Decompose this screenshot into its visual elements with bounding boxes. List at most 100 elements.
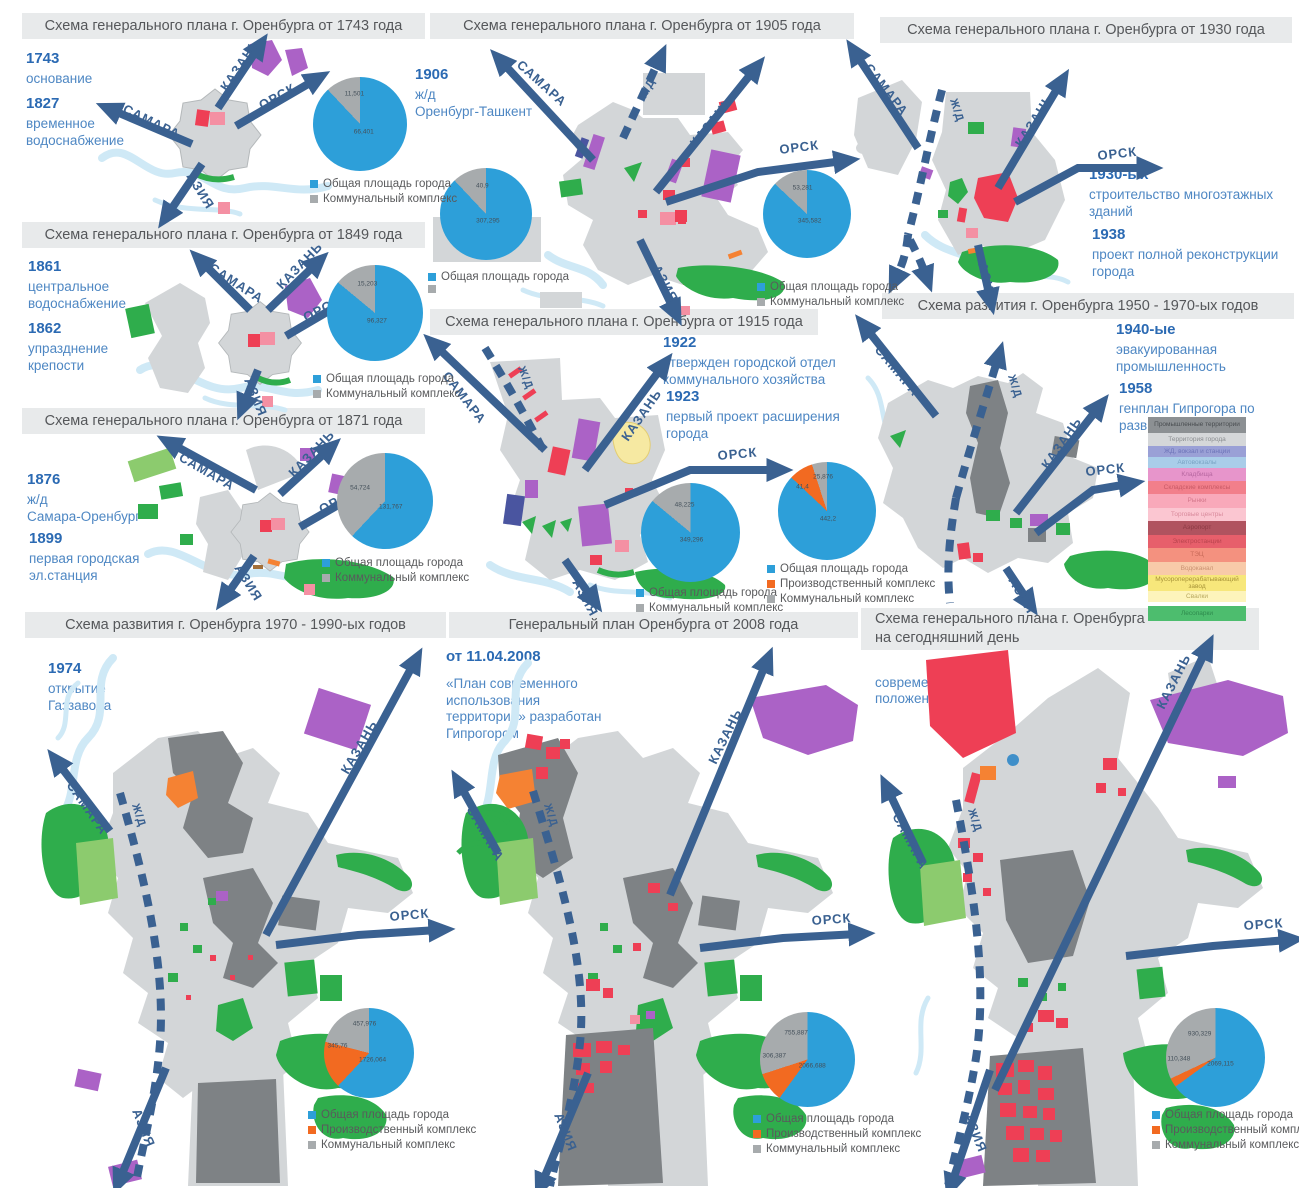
event-year: 1940-ые — [1116, 321, 1176, 338]
pie-value: 1726,064 — [359, 1056, 387, 1064]
legend-swatch — [753, 1130, 761, 1139]
legend-label: Общая площадь города — [780, 563, 909, 575]
panel-title-1905: Схема генерального плана г. Оренбурга от… — [430, 13, 854, 39]
pie-legend-1906: Общая площадь города — [428, 270, 569, 293]
event-1876: 1876 ж/д Самара-Оренбург — [27, 471, 187, 525]
legend-label: Производственный комплекс — [321, 1123, 477, 1136]
legend-swatch — [322, 574, 330, 583]
zone-row: ЖД, вокзал и станции — [1148, 446, 1246, 457]
event-year: 1899 — [29, 530, 63, 547]
event-text: эвакуированная промышленность — [1116, 342, 1226, 374]
event-year: 1906 — [415, 66, 449, 83]
event-text: первый проект расширения города — [666, 409, 840, 441]
event-1899: 1899 первая городская эл.станция — [29, 530, 189, 584]
pie-legend-1743: Общая площадь города Коммунальный компле… — [310, 177, 457, 207]
pie-value: 131,767 — [379, 503, 403, 511]
pie-value: 2066,688 — [798, 1062, 826, 1070]
event-1923: 1923 первый проект расширения города — [666, 388, 846, 442]
zone-row: Кладбища — [1148, 468, 1246, 481]
event-year: 1862 — [28, 320, 62, 337]
legend-swatch — [308, 1111, 316, 1120]
pie-value: 930,329 — [1187, 1030, 1212, 1038]
panel-title-1915: Схема генерального плана г. Оренбурга от… — [430, 309, 818, 335]
pie-value: 48,225 — [674, 501, 695, 509]
zone-row: Территория города — [1148, 433, 1246, 446]
legend-swatch — [767, 565, 775, 574]
pie-1849: 15,203 96,327 — [327, 265, 423, 361]
pie-1915: 48,225 349,296 — [641, 483, 740, 582]
pie-today: 930,329 110,348 2069,115 — [1166, 1008, 1265, 1107]
legend-swatch — [308, 1141, 316, 1150]
arrow-label-orsk: ОРСК — [1085, 460, 1126, 479]
legend-label: Производственный комплекс — [766, 1127, 922, 1140]
event-year: 1958 — [1119, 380, 1153, 397]
legend-swatch — [313, 375, 321, 384]
legend-swatch — [1152, 1141, 1160, 1150]
panel-title-1743: Схема генерального плана г. Оренбурга от… — [22, 13, 425, 39]
pie-legend-1970-1990: Общая площадь города Производственный ко… — [308, 1108, 476, 1153]
map-1930: САМАРА Ж/Д КАЗАНЬ ОРСК АЗИЯ — [846, 39, 1164, 316]
pie-value: 54,724 — [350, 484, 370, 492]
pie-value: 306,387 — [762, 1052, 787, 1060]
pie-legend-1930: Общая площадь города Коммунальный компле… — [757, 280, 904, 310]
zone-row: ТЭЦ — [1148, 548, 1246, 562]
legend-label: Общая площадь города — [441, 271, 570, 283]
pie-value: 96,327 — [366, 317, 387, 325]
panel-title-1849: Схема генерального плана г. Оренбурга от… — [22, 222, 425, 248]
event-2008: от 11.04.2008 «План современного использ… — [446, 648, 611, 742]
event-year: 1876 — [27, 471, 61, 488]
pie-value: 66,401 — [353, 128, 374, 136]
arrow-label-orsk: ОРСК — [811, 910, 852, 928]
legend-label: Общая площадь города — [323, 178, 452, 190]
pie-value: 2069,115 — [1207, 1060, 1234, 1068]
event-year: 1938 — [1092, 226, 1126, 243]
pie-legend-1849: Общая площадь города Коммунальный компле… — [313, 372, 460, 402]
legend-label: Общая площадь города — [1165, 1109, 1294, 1121]
legend-swatch — [428, 284, 436, 293]
event-1906: 1906 ж/д Оренбург-Ташкент — [415, 66, 555, 120]
event-text: упразднение крепости — [28, 341, 109, 373]
pie-1950-1970: 25,876 41,4 442,2 — [778, 462, 876, 560]
legend-swatch — [757, 283, 765, 292]
legend-label: Общая площадь города — [649, 587, 778, 599]
event-text: временное водоснабжение — [26, 116, 124, 148]
pie-value: 457,976 — [352, 1020, 377, 1028]
legend-label: Производственный комплекс — [1165, 1123, 1299, 1136]
map-1970-1990: КАЗАНЬ САМАРА Ж/Д ОРСК АЗИЯ — [41, 647, 456, 1188]
legend-swatch — [428, 273, 436, 282]
pie-1930: 53,281 345,582 — [763, 170, 851, 258]
zone-legend: Промышленные территории Территория город… — [1148, 417, 1246, 621]
event-text: ж/д Оренбург-Ташкент — [415, 87, 533, 119]
event-text: основание — [26, 71, 93, 87]
pie-value: 41,4 — [796, 483, 809, 491]
legend-label: Общая площадь города — [766, 1113, 895, 1125]
legend-swatch — [636, 589, 644, 598]
arrow-label-orsk: ОРСК — [1243, 915, 1284, 933]
legend-label: Коммунальный комплекс — [335, 571, 470, 584]
event-text: строительство многоэтажных зданий — [1089, 187, 1274, 219]
panel-title-2008: Генеральный план Оренбурга от 2008 года — [449, 612, 858, 638]
event-year: 1861 — [28, 258, 62, 275]
legend-swatch — [322, 559, 330, 568]
event-1940s: 1940-ые эвакуированная промышленность — [1116, 321, 1286, 375]
pie-value: 40,9 — [475, 182, 489, 190]
event-year: 1827 — [26, 95, 60, 112]
arrow-label-orsk: ОРСК — [717, 445, 758, 463]
pie-value: 110,348 — [1167, 1055, 1191, 1063]
zone-row: Рынки — [1148, 494, 1246, 508]
event-text: проект полной реконструкции города — [1092, 247, 1279, 279]
event-1862: 1862 упразднение крепости — [28, 320, 168, 374]
legend-label: Коммунальный комплекс — [780, 592, 915, 605]
map-1743: КАЗАНЬ ОРСК САМАРА АЗИЯ — [95, 33, 332, 229]
pie-value: 442,2 — [819, 515, 837, 523]
pie-1970-1990: 457,976 345,76 1726,064 — [324, 1008, 414, 1098]
event-text: центральное водоснабжение — [28, 279, 126, 311]
event-1743: 1743 основание — [26, 50, 176, 88]
map-today: КАЗАНЬ САМАРА Ж/Д ОРСК АЗИЯ — [880, 634, 1299, 1188]
zone-row: Аэропорт — [1148, 521, 1246, 535]
panel-title-1871: Схема генерального плана г. Оренбурга от… — [22, 408, 425, 434]
map-1950-1970: САМАРА Ж/Д КАЗАНЬ ОРСК АЗИЯ — [855, 314, 1159, 616]
event-text: ж/д Самара-Оренбург — [27, 492, 141, 524]
event-1922: 1922 утвержден городской отдел коммуналь… — [663, 334, 878, 388]
legend-swatch — [1152, 1111, 1160, 1120]
